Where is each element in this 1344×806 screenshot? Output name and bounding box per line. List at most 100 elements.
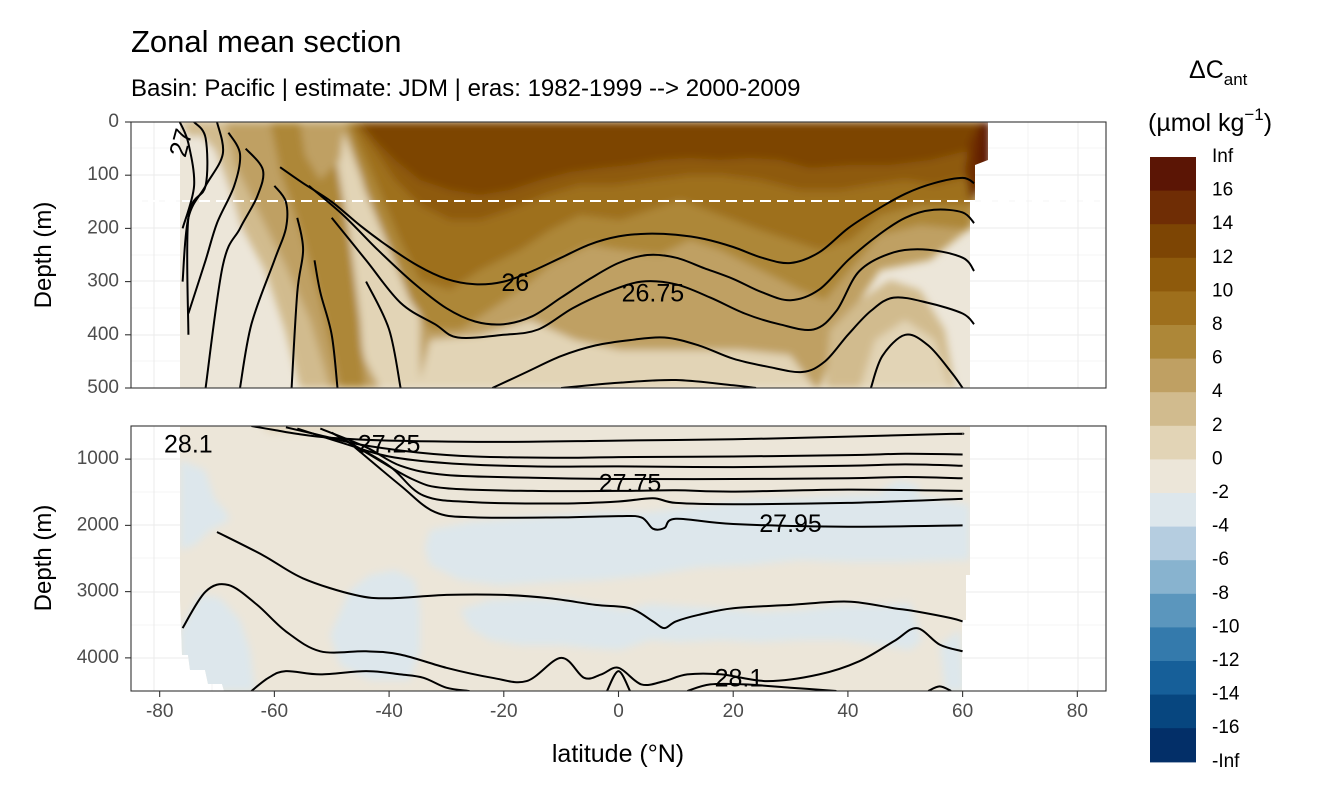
x-tick-label: -80 — [146, 701, 173, 722]
contour-line — [308, 185, 975, 326]
x-tick-label: 60 — [952, 701, 973, 722]
legend-units-superscript: −1 — [1244, 105, 1263, 124]
legend-title: ΔCant — [1189, 56, 1248, 89]
contour-line — [216, 531, 963, 630]
legend-label: -4 — [1212, 516, 1229, 537]
contour-label: 28.1 — [164, 430, 213, 458]
y-tick-label: 2000 — [77, 514, 119, 535]
legend-color-key — [1150, 694, 1196, 729]
legend-label: -10 — [1212, 616, 1239, 637]
chart-title: Zonal mean section — [131, 24, 402, 59]
legend: ΔCant (µmol kg−1) Inf 16 14 12 10 8 6 4 2 0 -2 -4 -6… — [1148, 56, 1272, 772]
legend-label: -6 — [1212, 549, 1229, 570]
legend-label: 12 — [1212, 247, 1233, 268]
y-tick-label: 0 — [108, 111, 119, 132]
bottom-contour-labels: 28.1 27.25 27.75 27.95 28.1 — [164, 430, 822, 692]
legend-label: 10 — [1212, 280, 1233, 301]
legend-color-key — [1150, 325, 1196, 360]
contour-label: 26.75 — [622, 280, 685, 308]
legend-color-key — [1150, 257, 1196, 292]
legend-color-key — [1150, 661, 1196, 696]
y-tick-label: 4000 — [77, 647, 119, 668]
chart-subtitle: Basin: Pacific | estimate: JDM | eras: 1… — [131, 75, 801, 102]
contour-line — [561, 378, 757, 388]
y-tick-label: 100 — [87, 164, 119, 185]
y-tick-label: 200 — [87, 217, 119, 238]
y-tick-label: 500 — [87, 377, 119, 398]
contour-line — [178, 122, 196, 229]
contour-line — [354, 446, 963, 531]
y-tick-label: 1000 — [77, 448, 119, 469]
contour-line — [686, 682, 837, 691]
legend-title-main: ΔC — [1189, 56, 1224, 84]
y-tick-label: 400 — [87, 324, 119, 345]
contour-line — [204, 147, 265, 388]
contour-line — [927, 685, 952, 691]
contour-line — [342, 438, 963, 506]
legend-label: -12 — [1212, 650, 1239, 671]
legend-label: -16 — [1212, 717, 1239, 738]
legend-label: 0 — [1212, 448, 1223, 469]
legend-label: -2 — [1212, 482, 1229, 503]
legend-title-subscript: ant — [1224, 70, 1248, 89]
legend-keys: Inf 16 14 12 10 8 6 4 2 0 -2 -4 -6 -8 -10 -12 -14 -16 -Inf — [1150, 146, 1240, 772]
legend-label: 6 — [1212, 348, 1223, 369]
contour-line — [181, 122, 225, 282]
legend-color-key — [1150, 459, 1196, 494]
legend-label: -Inf — [1212, 751, 1240, 772]
legend-label: 16 — [1212, 180, 1233, 201]
bottom-panel-fill — [180, 426, 970, 691]
legend-label: -14 — [1212, 684, 1240, 705]
contour-line — [239, 185, 289, 388]
legend-color-key — [1150, 224, 1196, 259]
legend-color-key — [1150, 425, 1196, 460]
contour-label: 27.95 — [759, 510, 822, 538]
legend-color-key — [1150, 358, 1196, 393]
legend-units: (µmol kg−1) — [1148, 105, 1272, 137]
legend-units-main: (µmol kg — [1148, 109, 1244, 137]
legend-color-key — [1150, 291, 1196, 326]
legend-units-close: ) — [1264, 109, 1272, 137]
x-tick-label: -20 — [490, 701, 517, 722]
top-y-axis-title: Depth (m) — [30, 202, 57, 309]
legend-label: 2 — [1212, 415, 1223, 436]
legend-color-key — [1150, 526, 1196, 561]
contour-label: 27.75 — [599, 470, 662, 498]
contour-line — [250, 670, 470, 691]
y-tick-label: 3000 — [77, 581, 119, 602]
x-tick-label: -40 — [375, 701, 402, 722]
contour-line — [187, 132, 242, 314]
contour-label: 27.25 — [358, 430, 421, 458]
contour-line — [290, 217, 305, 388]
bottom-panel: 28.1 27.25 27.75 27.95 28.1 — [130, 425, 1107, 692]
y-tick-label: 300 — [87, 271, 119, 292]
x-tick-label: 0 — [613, 701, 624, 722]
legend-color-key — [1150, 593, 1196, 628]
contour-line — [313, 260, 339, 388]
top-panel-border — [130, 121, 1107, 389]
contour-line — [606, 670, 631, 691]
legend-label: 8 — [1212, 314, 1223, 335]
top-y-axis: 0 100 200 300 400 500 — [87, 111, 131, 398]
legend-color-key — [1150, 560, 1196, 595]
contour-label: 28.1 — [715, 664, 764, 692]
contour-label: 26 — [501, 269, 529, 297]
contour-line — [365, 281, 402, 388]
legend-label: 4 — [1212, 381, 1223, 402]
contour-line — [330, 217, 975, 339]
contour-line — [319, 427, 963, 481]
x-tick-label: 40 — [837, 701, 858, 722]
x-tick-label: 20 — [723, 701, 744, 722]
bottom-y-axis-title: Depth (m) — [30, 505, 57, 612]
bottom-contour-lines — [181, 426, 965, 691]
x-axis-title: latitude (°N) — [552, 740, 684, 768]
legend-color-key — [1150, 157, 1196, 192]
legend-color-key — [1150, 392, 1196, 427]
contour-line — [285, 426, 963, 459]
contour-line — [251, 426, 965, 443]
x-tick-label: 80 — [1067, 701, 1088, 722]
contour-line — [331, 431, 963, 493]
